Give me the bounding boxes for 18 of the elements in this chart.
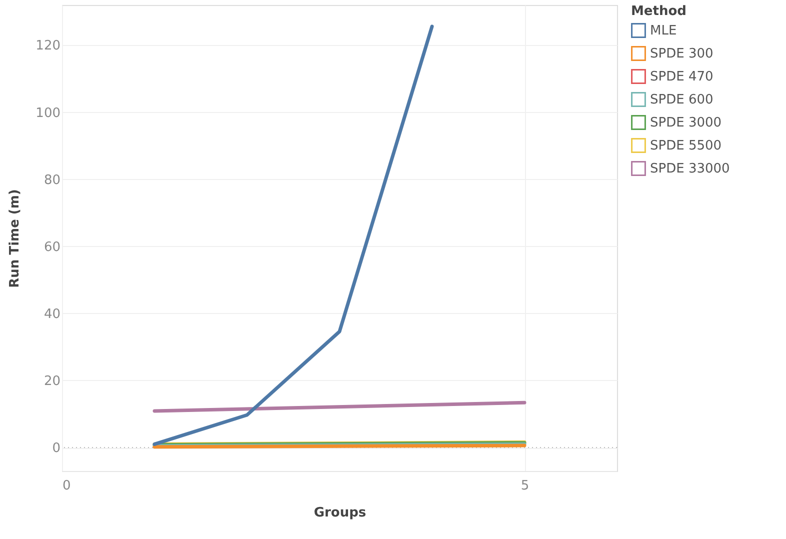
legend-label: SPDE 5500 <box>650 138 722 154</box>
y-tick-label: 0 <box>52 441 60 456</box>
x-axis-title: Groups <box>314 506 366 520</box>
legend-label: SPDE 3000 <box>650 116 722 130</box>
legend-label: SPDE 600 <box>650 92 714 108</box>
legend-label: SPDE 300 <box>650 46 714 62</box>
y-tick-label: 40 <box>44 306 60 322</box>
legend-label: SPDE 470 <box>650 70 714 84</box>
y-tick-label: 60 <box>44 240 60 255</box>
y-axis-title: Run Time (m) <box>8 189 23 288</box>
y-tick-label: 120 <box>36 38 60 54</box>
legend-label: MLE <box>650 24 677 38</box>
x-tick-label: 5 <box>520 478 530 494</box>
y-tick-label: 100 <box>36 106 60 121</box>
legend-title: Method <box>631 4 686 19</box>
y-tick-label: 20 <box>44 374 60 389</box>
legend-label: SPDE 33000 <box>650 162 730 176</box>
y-tick-label: 80 <box>44 172 60 188</box>
